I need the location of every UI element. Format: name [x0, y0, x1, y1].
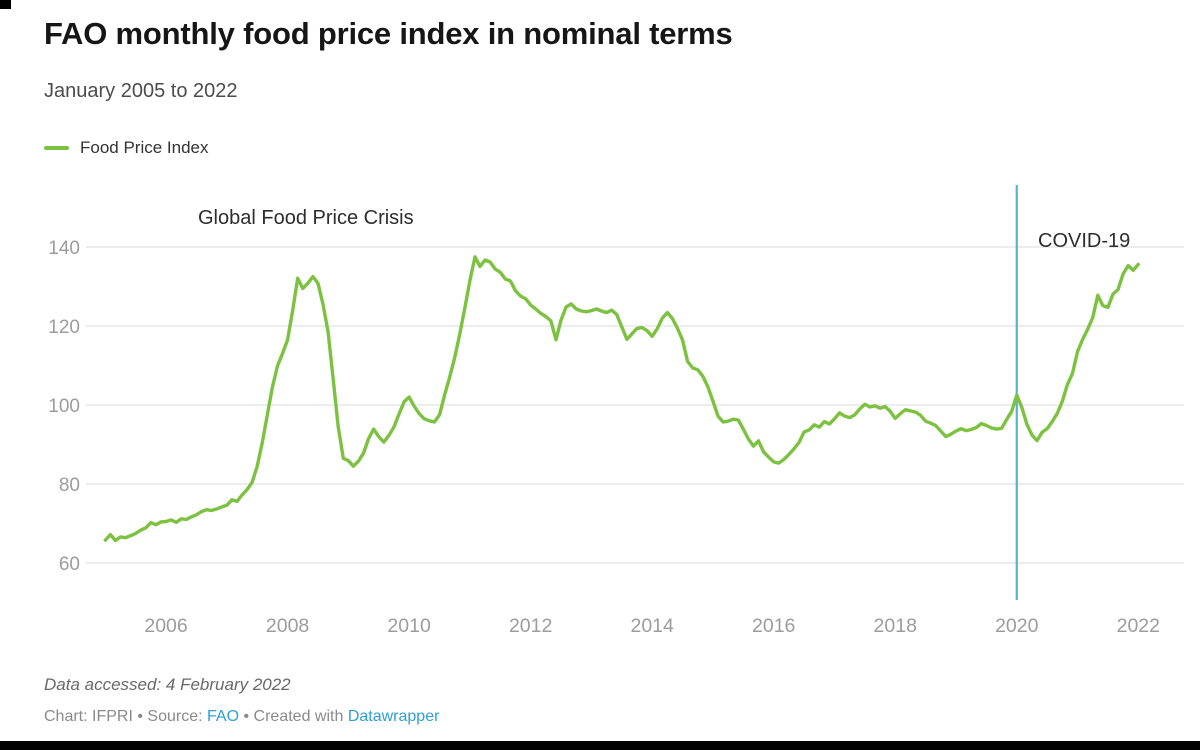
chart-credit: Chart: IFPRI: [44, 708, 133, 725]
x-tick-label-2012: 2012: [509, 615, 552, 637]
y-tick-label-60: 60: [59, 554, 80, 575]
credit-separator: •: [137, 708, 143, 725]
annotation-global-food-price-crisis: Global Food Price Crisis: [198, 207, 414, 229]
y-tick-label-100: 100: [48, 396, 80, 417]
legend-line-swatch: [44, 146, 69, 150]
x-tick-label-2010: 2010: [387, 615, 431, 637]
source-label: Source:: [147, 708, 203, 725]
data-accessed-note: Data accessed: 4 February 2022: [44, 675, 291, 694]
y-tick-label-140: 140: [48, 238, 80, 259]
x-tick-label-2018: 2018: [874, 615, 917, 637]
legend: Food Price Index: [44, 138, 209, 158]
y-tick-label-80: 80: [59, 475, 80, 496]
page-title: FAO monthly food price index in nominal …: [44, 16, 733, 51]
legend-label: Food Price Index: [80, 138, 209, 157]
source-link-fao[interactable]: FAO: [207, 708, 240, 725]
x-tick-label-2008: 2008: [266, 615, 309, 637]
x-tick-label-2014: 2014: [630, 615, 674, 637]
x-tick-label-2022: 2022: [1117, 615, 1160, 637]
credit-line: Chart: IFPRI • Source: FAO • Created wit…: [44, 708, 439, 726]
screen-edge-artifact: [0, 741, 1200, 750]
chart-subtitle: January 2005 to 2022: [44, 80, 238, 102]
annotation-covid-19: COVID-19: [1038, 230, 1131, 252]
x-tick-label-2006: 2006: [144, 615, 187, 637]
credit-separator2: •: [243, 708, 250, 725]
y-tick-label-120: 120: [48, 317, 80, 338]
tool-link-datawrapper[interactable]: Datawrapper: [347, 708, 440, 725]
x-tick-label-2020: 2020: [995, 615, 1039, 637]
created-with-label: Created with: [253, 708, 344, 725]
food-price-index-line: [103, 255, 1141, 543]
corner-artifact: [0, 0, 11, 9]
x-tick-label-2016: 2016: [752, 615, 795, 637]
